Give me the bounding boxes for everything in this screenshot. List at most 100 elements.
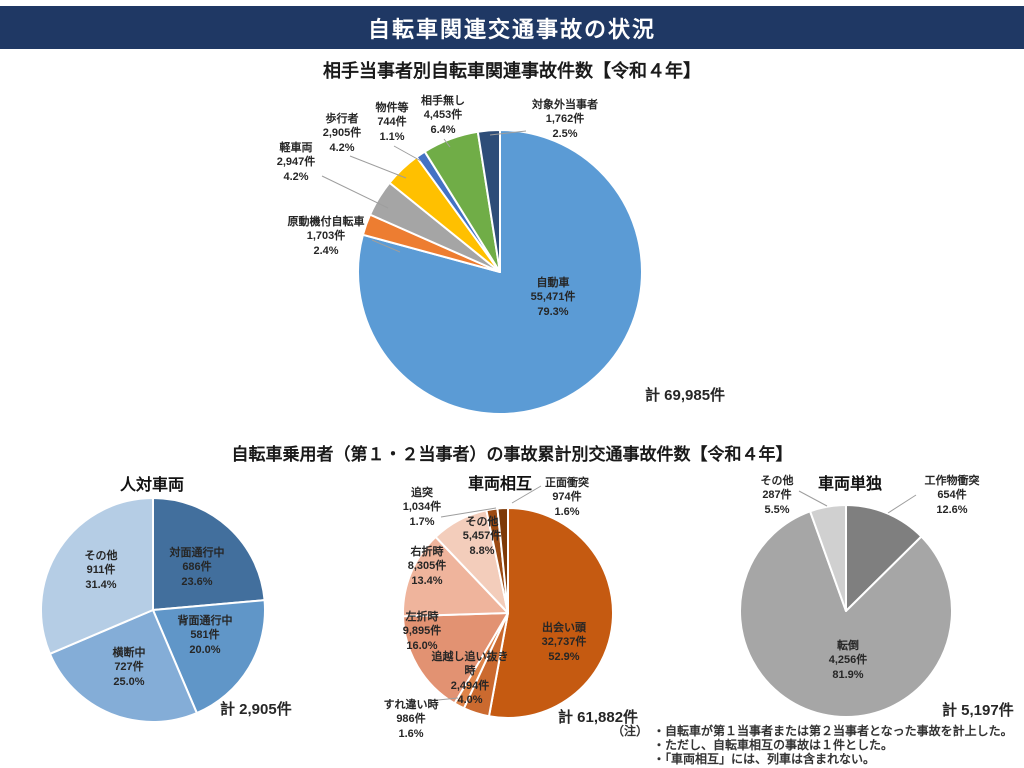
label-mid-rear-end: 追突 1,034件 1.7% bbox=[394, 486, 450, 529]
slice-count: 2,947件 bbox=[276, 156, 316, 169]
slice-count: 986件 bbox=[396, 713, 426, 726]
slice-count: 4,453件 bbox=[423, 109, 463, 122]
slice-pct: 5.5% bbox=[764, 503, 790, 516]
slice-name: 正面衝突 bbox=[545, 477, 589, 489]
pie-slice-0 bbox=[845, 504, 923, 612]
middle-pie-title: 車両相互 bbox=[467, 476, 532, 493]
footnote-items: ・自転車が第１当事者または第２当事者となった事故を計上した。 ・ただし、自転車相… bbox=[653, 724, 1013, 766]
slice-count: 654件 bbox=[937, 489, 967, 502]
slice-name: その他 bbox=[760, 475, 794, 487]
label-top-excluded-party: 対象外当事者 1,762件 2.5% bbox=[519, 98, 611, 141]
label-mid-left-turn: 左折時 9,895件 16.0% bbox=[393, 610, 451, 653]
pie-slice-6 bbox=[476, 128, 501, 273]
slice-name: 追越し追い抜き時 bbox=[431, 651, 509, 678]
slice-pct: 4.0% bbox=[457, 693, 483, 706]
slice-pct: 4.2% bbox=[329, 141, 355, 154]
slice-name: 背面通行中 bbox=[177, 615, 233, 627]
slice-count: 2,905件 bbox=[322, 127, 362, 140]
slice-name: 横断中 bbox=[112, 647, 146, 659]
slice-count: 581件 bbox=[190, 629, 220, 642]
section2-title: 自転車乗用者（第１・２当事者）の事故累計別交通事故件数【令和４年】 bbox=[231, 445, 793, 464]
slice-pct: 20.0% bbox=[189, 643, 221, 656]
slice-count: 727件 bbox=[114, 661, 144, 674]
leader-line bbox=[887, 494, 917, 514]
top-chart-title: 相手当事者別自転車関連事故件数【令和４年】 bbox=[323, 61, 701, 81]
slice-pct: 52.9% bbox=[548, 650, 580, 663]
label-top-car: 自動車 55,471件 79.3% bbox=[511, 276, 595, 319]
title-bar: 自転車関連交通事故の状況 bbox=[0, 6, 1024, 49]
leader-line bbox=[443, 138, 451, 148]
leader-line bbox=[798, 490, 828, 507]
slice-pct: 1.1% bbox=[379, 130, 405, 143]
slice-count: 1,703件 bbox=[306, 230, 346, 243]
slice-count: 55,471件 bbox=[530, 291, 576, 304]
leader-line bbox=[427, 697, 459, 702]
slice-count: 8,305件 bbox=[407, 560, 447, 573]
label-mid-right-turn: 右折時 8,305件 13.4% bbox=[398, 545, 456, 588]
slice-pct: 23.6% bbox=[181, 575, 213, 588]
slice-name: 追突 bbox=[411, 487, 433, 499]
leader-line bbox=[440, 507, 497, 518]
slice-count: 974件 bbox=[552, 491, 582, 504]
leader-line bbox=[371, 239, 401, 253]
label-right-structure-collision: 工作物衝突 654件 12.6% bbox=[914, 474, 990, 517]
leader-lines bbox=[321, 130, 917, 702]
slice-pct: 6.4% bbox=[430, 123, 456, 136]
footnote-item: ・ただし、自転車相互の事故は１件とした。 bbox=[653, 738, 894, 752]
slice-pct: 79.3% bbox=[537, 305, 569, 318]
left-pie-title: 人対車両 bbox=[119, 477, 184, 494]
slice-count: 32,737件 bbox=[541, 636, 587, 649]
slice-pct: 31.4% bbox=[85, 578, 117, 591]
footnotes: （注） ・自転車が第１当事者または第２当事者となった事故を計上した。 ・ただし、… bbox=[612, 724, 1013, 766]
slice-pct: 1.6% bbox=[554, 505, 580, 518]
slice-pct: 1.6% bbox=[398, 727, 424, 740]
pie-slice-0 bbox=[357, 129, 643, 415]
slice-count: 1,034件 bbox=[402, 501, 442, 514]
pie-slice-1 bbox=[739, 510, 953, 718]
footnote-item: ・自転車が第１当事者または第２当事者となった事故を計上した。 bbox=[653, 724, 1013, 738]
slice-count: 287件 bbox=[762, 489, 792, 502]
label-top-light-vehicle: 軽車両 2,947件 4.2% bbox=[254, 141, 338, 184]
slice-name: 物件等 bbox=[375, 102, 409, 114]
slice-count: 911件 bbox=[86, 564, 116, 577]
slice-count: 1,762件 bbox=[545, 113, 585, 126]
pie-slice-0 bbox=[487, 507, 614, 719]
slice-count: 686件 bbox=[182, 561, 212, 574]
left-pie-total: 計 2,905件 bbox=[220, 701, 292, 718]
label-top-no-counterpart: 相手無し 4,453件 6.4% bbox=[401, 94, 485, 137]
pie-slice-0 bbox=[152, 497, 266, 611]
slice-pct: 2.5% bbox=[552, 127, 578, 140]
label-right-fall: 転倒 4,256件 81.9% bbox=[813, 639, 883, 682]
slice-name: その他 bbox=[84, 550, 118, 562]
slice-count: 9,895件 bbox=[402, 625, 442, 638]
middle-pie-total: 計 61,882件 bbox=[558, 709, 639, 726]
right-pie-title: 車両単独 bbox=[817, 476, 882, 493]
slice-name: 対象外当事者 bbox=[532, 99, 598, 111]
label-left-crossing: 横断中 727件 25.0% bbox=[88, 646, 170, 689]
label-mid-other: その他 5,457件 8.8% bbox=[453, 515, 511, 558]
slice-count: 2,494件 bbox=[450, 679, 490, 692]
slice-count: 5,457件 bbox=[462, 530, 502, 543]
slice-name: 工作物衝突 bbox=[924, 475, 980, 487]
slice-pct: 8.8% bbox=[469, 544, 495, 557]
label-mid-passing: すれ違い時 986件 1.6% bbox=[380, 698, 442, 741]
right-pie-total: 計 5,197件 bbox=[942, 702, 1014, 719]
label-left-oncoming: 対面通行中 686件 23.6% bbox=[156, 546, 238, 589]
label-right-other: その他 287件 5.5% bbox=[748, 474, 806, 517]
slice-pct: 16.0% bbox=[406, 639, 438, 652]
label-mid-overtaking: 追越し追い抜き時 2,494件 4.0% bbox=[427, 650, 513, 707]
right-pie bbox=[739, 504, 953, 718]
slice-pct: 1.7% bbox=[409, 515, 435, 528]
slice-pct: 12.6% bbox=[936, 503, 968, 516]
slice-name: 転倒 bbox=[837, 640, 859, 652]
slice-pct: 2.4% bbox=[313, 244, 339, 257]
slice-count: 744件 bbox=[377, 116, 407, 129]
slice-count: 4,256件 bbox=[828, 654, 868, 667]
label-left-other: その他 911件 31.4% bbox=[60, 549, 142, 592]
slice-pct: 81.9% bbox=[832, 668, 864, 681]
left-pie bbox=[40, 497, 266, 723]
slice-name: 軽車両 bbox=[279, 142, 313, 154]
footnote-prefix: （注） bbox=[612, 724, 649, 738]
